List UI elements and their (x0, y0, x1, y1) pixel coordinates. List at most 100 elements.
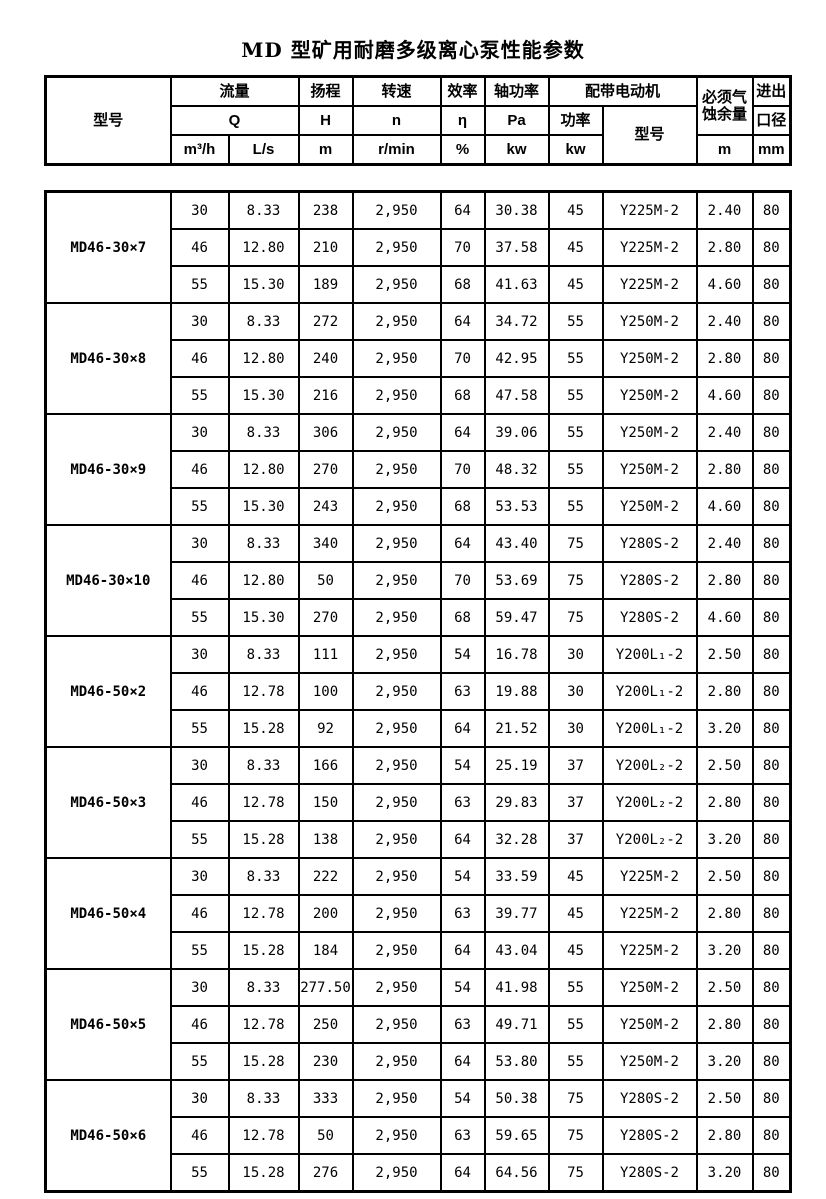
cell-efficiency-pct: 64 (439, 1042, 486, 1081)
cell-port-mm: 80 (751, 820, 792, 859)
cell-npsh-m: 2.50 (695, 968, 754, 1007)
cell-flow-m3h: 46 (169, 894, 230, 933)
header-row-2: Q H n η Pa 功率 型号 口径 (46, 105, 792, 166)
cell-motor-model: Y280S-2 (601, 1153, 698, 1193)
table-row: 55 15.28 138 2,950 64 32.28 37 Y200L₂-2 3.20 80 (46, 820, 792, 859)
table-row: 55 15.28 230 2,950 64 53.80 55 Y250M-2 3.20 80 (46, 1042, 792, 1081)
cell-flow-ls: 12.78 (227, 783, 300, 822)
cell-shaft-power-kw: 42.95 (483, 339, 550, 378)
cell-efficiency-pct: 64 (439, 524, 486, 563)
cell-port-mm: 80 (751, 376, 792, 415)
cell-shaft-power-kw: 39.77 (483, 894, 550, 933)
cell-efficiency-pct: 64 (439, 709, 486, 748)
cell-flow-ls: 15.28 (227, 820, 300, 859)
header-motor-power: 功率 (547, 105, 604, 136)
header-motor: 配带电动机 (547, 75, 698, 107)
cell-head-m: 92 (297, 709, 354, 748)
cell-flow-m3h: 55 (169, 598, 230, 637)
header-flow-unit-m3h: m³/h (169, 134, 230, 166)
cell-head-m: 222 (297, 857, 354, 896)
cell-motor-model: Y200L₂-2 (601, 820, 698, 859)
cell-efficiency-pct: 68 (439, 487, 486, 526)
cell-motor-power-kw: 37 (547, 820, 604, 859)
cell-flow-ls: 15.30 (227, 598, 300, 637)
cell-motor-power-kw: 30 (547, 709, 604, 748)
cell-port-mm: 80 (751, 1005, 792, 1044)
cell-motor-power-kw: 45 (547, 228, 604, 267)
cell-motor-model: Y225M-2 (601, 228, 698, 267)
cell-port-mm: 80 (751, 413, 792, 452)
pump-model-cell: MD46-50×5 (44, 968, 172, 1081)
header-shaft-power-unit: kw (483, 134, 550, 166)
header-table: 型号 流量 扬程 转速 效率 轴功率 配带电动机 必须气蚀余量 进出 Q H n… (44, 75, 793, 166)
cell-head-m: 100 (297, 672, 354, 711)
cell-head-m: 138 (297, 820, 354, 859)
header-port-unit: mm (751, 134, 792, 166)
table-row: 46 12.78 250 2,950 63 49.71 55 Y250M-2 2.80 80 (46, 1005, 792, 1044)
header-efficiency: 效率 (439, 75, 486, 107)
cell-motor-model: Y250M-2 (601, 339, 698, 378)
cell-head-m: 270 (297, 450, 354, 489)
cell-shaft-power-kw: 53.69 (483, 561, 550, 600)
cell-motor-power-kw: 55 (547, 450, 604, 489)
cell-motor-power-kw: 55 (547, 302, 604, 341)
cell-port-mm: 80 (751, 598, 792, 637)
cell-head-m: 50 (297, 561, 354, 600)
table-row: 55 15.30 189 2,950 68 41.63 45 Y225M-2 4.60 80 (46, 265, 792, 304)
cell-shaft-power-kw: 59.65 (483, 1116, 550, 1155)
cell-flow-m3h: 46 (169, 561, 230, 600)
cell-motor-model: Y250M-2 (601, 450, 698, 489)
cell-head-m: 333 (297, 1079, 354, 1118)
cell-port-mm: 80 (751, 302, 792, 341)
cell-motor-model: Y280S-2 (601, 561, 698, 600)
cell-motor-model: Y200L₁-2 (601, 635, 698, 674)
cell-efficiency-pct: 54 (439, 746, 486, 785)
table-row: 55 15.30 243 2,950 68 53.53 55 Y250M-2 4.60 80 (46, 487, 792, 526)
cell-npsh-m: 2.80 (695, 561, 754, 600)
cell-npsh-m: 3.20 (695, 709, 754, 748)
header-shaft-power: 轴功率 (483, 75, 550, 107)
cell-head-m: 166 (297, 746, 354, 785)
cell-npsh-m: 4.60 (695, 487, 754, 526)
cell-shaft-power-kw: 41.63 (483, 265, 550, 304)
cell-efficiency-pct: 54 (439, 968, 486, 1007)
table-row: MD46-50×5 30 8.33 277.50 2,950 54 41.98 55 Y250M… (44, 968, 792, 1081)
cell-npsh-m: 2.40 (695, 413, 754, 452)
cell-speed-rpm: 2,950 (351, 672, 442, 711)
cell-speed-rpm: 2,950 (351, 524, 442, 563)
cell-flow-m3h: 46 (169, 1005, 230, 1044)
table-row: MD46-30×10 30 8.33 340 2,950 64 43.40 75 Y280S-2… (44, 524, 792, 637)
cell-flow-ls: 15.28 (227, 931, 300, 970)
cell-flow-m3h: 46 (169, 228, 230, 267)
header-speed: 转速 (351, 75, 442, 107)
cell-shaft-power-kw: 19.88 (483, 672, 550, 711)
cell-speed-rpm: 2,950 (351, 709, 442, 748)
cell-efficiency-pct: 64 (439, 413, 486, 452)
cell-speed-rpm: 2,950 (351, 1042, 442, 1081)
cell-flow-ls: 8.33 (227, 635, 300, 674)
cell-shaft-power-kw: 29.83 (483, 783, 550, 822)
header-speed-symbol: n (351, 105, 442, 136)
cell-head-m: 272 (297, 302, 354, 341)
pump-model-cell: MD46-30×8 (44, 302, 172, 415)
pump-model-cell: MD46-50×3 (44, 746, 172, 859)
cell-efficiency-pct: 68 (439, 598, 486, 637)
cell-flow-m3h: 30 (169, 968, 230, 1007)
cell-head-m: 250 (297, 1005, 354, 1044)
cell-efficiency-pct: 70 (439, 228, 486, 267)
cell-motor-power-kw: 45 (547, 857, 604, 896)
cell-flow-ls: 12.78 (227, 894, 300, 933)
cell-port-mm: 80 (751, 894, 792, 933)
cell-npsh-m: 2.50 (695, 1079, 754, 1118)
cell-motor-power-kw: 30 (547, 635, 604, 674)
cell-motor-power-kw: 75 (547, 1116, 604, 1155)
pump-data-table: MD46-30×7 30 8.33 238 2,950 64 30.38 45 Y225M-2 2… (44, 190, 792, 1193)
table-row: MD46-50×6 30 8.33 333 2,950 54 50.38 75 Y280S-2 2… (44, 1079, 792, 1193)
cell-shaft-power-kw: 30.38 (483, 190, 550, 230)
cell-head-m: 111 (297, 635, 354, 674)
cell-flow-ls: 12.80 (227, 228, 300, 267)
table-row: 46 12.80 240 2,950 70 42.95 55 Y250M-2 2.80 80 (46, 339, 792, 378)
pump-model-cell: MD46-50×6 (44, 1079, 172, 1193)
cell-flow-m3h: 55 (169, 1153, 230, 1193)
cell-npsh-m: 2.80 (695, 783, 754, 822)
